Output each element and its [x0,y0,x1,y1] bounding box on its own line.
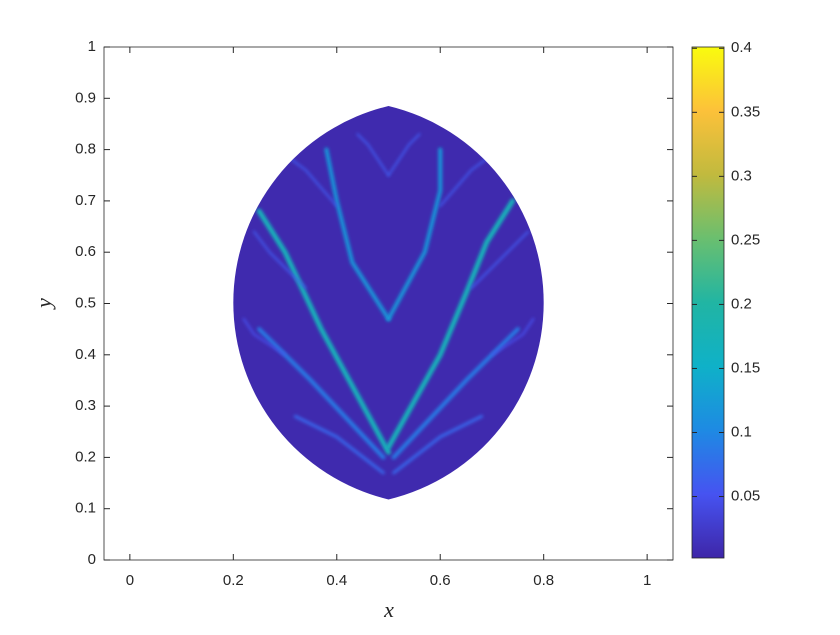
colorbar-tick-label: 0.3 [731,167,752,184]
vein [387,133,421,177]
colorbar [691,46,725,559]
vein [257,327,386,460]
colorbar-tick-label: 0.25 [731,231,760,248]
plot-area [233,105,544,500]
vein [386,198,516,450]
x-tick-label: 0.6 [430,572,451,589]
vein [256,208,391,455]
y-tick-label: 0 [88,551,96,568]
vein [392,414,484,475]
y-tick-label: 0.7 [75,192,96,209]
y-tick-label: 0.5 [75,294,96,311]
vein [356,133,390,177]
y-tick-label: 0.4 [75,346,96,363]
x-tick-label: 0.4 [326,572,347,589]
y-tick-label: 0.3 [75,397,96,414]
vein [470,230,530,290]
colorbar-tick-label: 0.4 [731,39,752,56]
y-tick-label: 0.2 [75,448,96,465]
y-tick-label: 0.6 [75,243,96,260]
y-tick-label: 1 [88,38,96,55]
colorbar-tick-label: 0.1 [731,423,752,440]
x-tick-label: 0 [126,572,134,589]
vein [391,327,520,460]
colorbar-tick-label: 0.15 [731,359,760,376]
x-axis-label: x [383,597,394,622]
vein [324,147,391,321]
colorbar-tick-label: 0.2 [731,295,752,312]
y-tick-label: 0.9 [75,89,96,106]
vein [490,317,535,356]
y-axis-label: y [31,298,56,310]
vein [242,317,287,356]
x-tick-label: 0.8 [533,572,554,589]
x-tick-label: 0.2 [223,572,244,589]
vein [386,147,443,321]
y-tick-label: 0.1 [75,500,96,517]
vein [253,230,307,290]
colorbar-tick-label: 0.35 [731,103,760,120]
colorbar-tick-label: 0.05 [731,487,760,504]
vein [293,414,385,475]
x-tick-label: 1 [643,572,651,589]
veins [242,116,535,497]
y-tick-label: 0.8 [75,141,96,158]
